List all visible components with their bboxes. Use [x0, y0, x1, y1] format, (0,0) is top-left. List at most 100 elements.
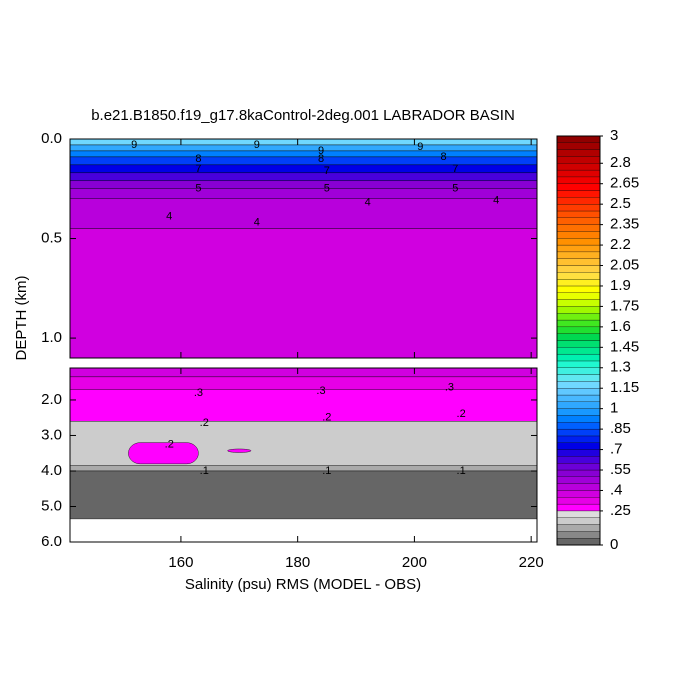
colorbar-tick-label: .4 — [610, 481, 623, 498]
colorbar-tick-label: 3 — [610, 127, 618, 144]
colorbar-tick-label: 0 — [610, 536, 618, 553]
colorbar-tick-label: 2.35 — [610, 216, 639, 233]
contour-label: 4 — [365, 197, 371, 209]
colorbar-tick-label: 1 — [610, 400, 618, 417]
colorbar-box — [556, 135, 601, 143]
colorbar-tick-label: 2.2 — [610, 236, 631, 253]
colorbar-box — [556, 217, 601, 225]
contour-label: .2 — [200, 417, 209, 429]
colorbar-box — [556, 422, 601, 430]
colorbar-tick-label: 2.05 — [610, 256, 639, 273]
colorbar-box — [556, 142, 601, 150]
x-tick-label: 200 — [402, 554, 427, 571]
colorbar-box — [556, 306, 601, 314]
colorbar-box — [556, 517, 601, 525]
contour-label: 8 — [318, 153, 324, 165]
contour-band — [69, 465, 538, 472]
contour-label: 4 — [493, 195, 499, 207]
chart-title: b.e21.B1850.f19_g17.8kaControl-2deg.001 … — [91, 107, 515, 124]
contour-band — [69, 144, 538, 152]
y-tick-label: 5.0 — [41, 497, 62, 514]
colorbar-box — [556, 340, 601, 348]
colorbar-box — [556, 285, 601, 293]
colorbar-box — [556, 483, 601, 491]
y-tick-label: 2.0 — [41, 391, 62, 408]
contour-label: .3 — [194, 387, 203, 399]
colorbar-box — [556, 292, 601, 300]
plot-frame — [69, 367, 538, 543]
colorbar-tick-label: 2.65 — [610, 175, 639, 192]
colorbar-frame — [556, 135, 601, 546]
colorbar-box — [556, 258, 601, 266]
contour-band — [69, 228, 538, 359]
contour-label: 4 — [166, 211, 172, 223]
colorbar-box — [556, 538, 601, 546]
colorbar-tick-label: 1.9 — [610, 277, 631, 294]
y-tick-label: 3.0 — [41, 426, 62, 443]
contour-label: .1 — [322, 465, 331, 477]
contour-label: 5 — [324, 183, 330, 195]
contour-band — [128, 442, 199, 465]
contour-label: .3 — [316, 385, 325, 397]
colorbar-box — [556, 149, 601, 157]
contour-band — [69, 164, 538, 174]
colorbar-box — [556, 347, 601, 355]
colorbar-tick-label: 1.3 — [610, 359, 631, 376]
colorbar-box — [556, 463, 601, 471]
colorbar-box — [556, 490, 601, 498]
colorbar-box — [556, 333, 601, 341]
colorbar-box — [556, 197, 601, 205]
colorbar-box — [556, 497, 601, 505]
contour-label: 5 — [452, 183, 458, 195]
colorbar-box — [556, 408, 601, 416]
colorbar-box — [556, 265, 601, 273]
contour-label: 9 — [417, 141, 423, 153]
colorbar-box — [556, 163, 601, 171]
colorbar-box — [556, 510, 601, 518]
colorbar-box — [556, 456, 601, 464]
contour-label: .1 — [457, 465, 466, 477]
colorbar-box — [556, 381, 601, 389]
y-tick-label: 0.0 — [41, 130, 62, 147]
colorbar-box — [556, 169, 601, 178]
contour-label: 5 — [195, 183, 201, 195]
y-tick-label: 6.0 — [41, 533, 62, 550]
colorbar-box — [556, 190, 601, 198]
colorbar-tick-label: 1.6 — [610, 318, 631, 335]
colorbar-box — [556, 449, 601, 457]
colorbar-tick-label: .55 — [610, 461, 631, 478]
contour-band — [69, 470, 538, 520]
colorbar-box — [556, 299, 601, 307]
colorbar-box — [556, 313, 601, 321]
colorbar-box — [556, 272, 601, 280]
colorbar-box — [556, 251, 601, 259]
colorbar-box — [556, 388, 601, 396]
colorbar-box — [556, 442, 601, 450]
colorbar-box — [556, 183, 601, 191]
colorbar-tick-label: .7 — [610, 441, 623, 458]
contour-band — [227, 448, 252, 453]
contour-label: .2 — [165, 438, 174, 450]
contour-band — [69, 188, 538, 199]
contour-band — [69, 389, 538, 422]
colorbar-box — [556, 176, 601, 184]
contour-band — [69, 156, 538, 166]
contour-label: 7 — [452, 163, 458, 175]
y-axis-label: DEPTH (km) — [13, 276, 30, 361]
contour-label: 7 — [324, 165, 330, 177]
colorbar-box — [556, 326, 601, 334]
y-tick-label: 4.0 — [41, 462, 62, 479]
contour-label: 4 — [254, 217, 260, 229]
plot-frame — [69, 138, 538, 359]
colorbar-tick-label: 2.8 — [610, 154, 631, 171]
contour-band — [69, 198, 538, 229]
colorbar-tick-label: 1.15 — [610, 379, 639, 396]
colorbar-box — [556, 353, 601, 362]
colorbar-tick-label: 1.45 — [610, 338, 639, 355]
contour-label: 9 — [131, 139, 137, 151]
colorbar-box — [556, 415, 601, 423]
contour-band — [69, 180, 538, 189]
x-tick-label: 160 — [168, 554, 193, 571]
